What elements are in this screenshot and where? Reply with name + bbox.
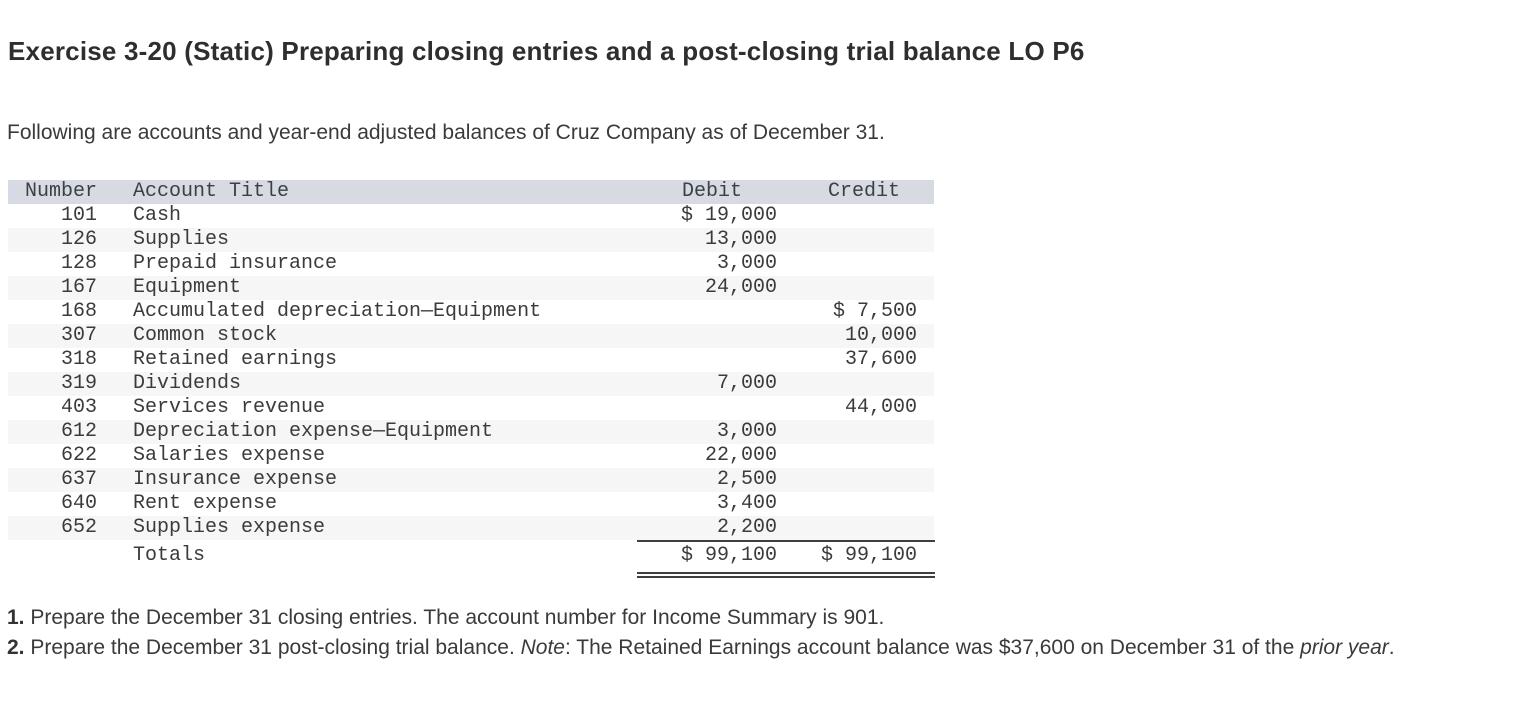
instruction-1-text: Prepare the December 31 closing entries.… xyxy=(24,606,885,629)
account-number-cell: 167 xyxy=(60,276,97,299)
table-header-row: Number Account Title Debit Credit xyxy=(8,180,934,204)
debit-cell: 2,500 xyxy=(716,468,777,491)
account-number-cell: 637 xyxy=(60,468,97,491)
account-number-cell: 101 xyxy=(60,204,97,227)
debit-cell: $ 19,000 xyxy=(680,204,777,227)
credit-cell xyxy=(782,492,934,516)
account-title-cell: Equipment xyxy=(133,276,242,299)
credit-cell xyxy=(782,372,934,396)
col-header-account-title: Account Title xyxy=(133,180,290,203)
instruction-2-text-a: Prepare the December 31 post-closing tri… xyxy=(24,635,521,659)
account-number-cell: 128 xyxy=(60,252,97,275)
credit-cell: 10,000 xyxy=(844,324,917,347)
debit-cell xyxy=(518,396,782,420)
totals-row: Totals $ 99,100 $ 99,100 xyxy=(8,540,934,572)
account-number-cell: 168 xyxy=(60,300,97,323)
credit-cell: 37,600 xyxy=(844,348,917,371)
debit-cell: 3,000 xyxy=(716,420,777,443)
credit-cell xyxy=(782,444,934,468)
intro-text: Following are accounts and year-end adju… xyxy=(7,121,885,144)
table-row: 622 Salaries expense 22,000 xyxy=(8,444,934,468)
table-row: 403 Services revenue 44,000 xyxy=(8,396,934,420)
table-row: 307 Common stock 10,000 xyxy=(8,324,934,348)
table-row: 319 Dividends 7,000 xyxy=(8,372,934,396)
debit-cell xyxy=(518,348,782,372)
instruction-2: 2. Prepare the December 31 post-closing … xyxy=(7,633,1509,663)
instruction-2-note-label: Note xyxy=(520,635,565,659)
account-title-cell: Depreciation expense—Equipment xyxy=(133,420,494,443)
account-number-cell: 319 xyxy=(60,372,97,395)
debit-cell xyxy=(518,300,782,324)
account-title-cell: Accumulated depreciation—Equipment xyxy=(133,300,542,323)
debit-cell xyxy=(518,324,782,348)
totals-double-rule xyxy=(637,572,935,578)
instruction-2-text-b: : The Retained Earnings account balance … xyxy=(564,635,1301,659)
instructions: 1. Prepare the December 31 closing entri… xyxy=(7,603,1509,662)
instruction-2-text-c: . xyxy=(1388,635,1395,659)
credit-cell xyxy=(782,276,934,300)
totals-credit: $ 99,100 xyxy=(820,544,917,567)
account-title-cell: Salaries expense xyxy=(133,444,326,467)
credit-cell: $ 7,500 xyxy=(832,300,917,323)
debit-cell: 24,000 xyxy=(704,276,777,299)
account-number-cell: 403 xyxy=(60,396,97,419)
account-number-cell: 622 xyxy=(60,444,97,467)
account-title-cell: Supplies expense xyxy=(133,516,326,539)
account-title-cell: Retained earnings xyxy=(133,348,338,371)
account-title-cell: Services revenue xyxy=(133,396,326,419)
account-title-cell: Prepaid insurance xyxy=(133,252,338,275)
credit-cell: 44,000 xyxy=(844,396,917,419)
credit-cell xyxy=(782,468,934,492)
col-header-number: Number xyxy=(24,180,97,203)
table-row: 612 Depreciation expense—Equipment 3,000 xyxy=(8,420,934,444)
debit-cell: 2,200 xyxy=(716,516,777,539)
totals-spacer xyxy=(8,540,115,572)
accounts-table: Number Account Title Debit Credit 101 Ca… xyxy=(8,180,935,578)
credit-cell xyxy=(782,204,934,228)
col-header-debit: Debit xyxy=(681,180,742,203)
totals-top-rule xyxy=(637,540,935,542)
account-number-cell: 126 xyxy=(60,228,97,251)
instruction-2-italic-phrase: prior year xyxy=(1300,635,1389,659)
instruction-1-number: 1. xyxy=(7,606,25,629)
credit-cell xyxy=(782,516,934,540)
table-row: 637 Insurance expense 2,500 xyxy=(8,468,934,492)
account-number-cell: 307 xyxy=(60,324,97,347)
debit-cell: 3,000 xyxy=(716,252,777,275)
account-title-cell: Rent expense xyxy=(133,492,278,515)
account-title-cell: Supplies xyxy=(133,228,230,251)
table-row: 126 Supplies 13,000 xyxy=(8,228,934,252)
table-row: 168 Accumulated depreciation—Equipment $… xyxy=(8,300,934,324)
table-row: 101 Cash $ 19,000 xyxy=(8,204,934,228)
debit-cell: 13,000 xyxy=(704,228,777,251)
table-row: 640 Rent expense 3,400 xyxy=(8,492,934,516)
debit-cell: 3,400 xyxy=(716,492,777,515)
account-number-cell: 640 xyxy=(60,492,97,515)
instruction-1: 1. Prepare the December 31 closing entri… xyxy=(7,603,1509,633)
table-row: 167 Equipment 24,000 xyxy=(8,276,934,300)
account-title-cell: Insurance expense xyxy=(133,468,338,491)
account-number-cell: 652 xyxy=(60,516,97,539)
account-title-cell: Common stock xyxy=(133,324,278,347)
credit-cell xyxy=(782,228,934,252)
table-row: 128 Prepaid insurance 3,000 xyxy=(8,252,934,276)
account-number-cell: 318 xyxy=(60,348,97,371)
table-row: 652 Supplies expense 2,200 xyxy=(8,516,934,540)
account-title-cell: Dividends xyxy=(133,372,242,395)
table-row: 318 Retained earnings 37,600 xyxy=(8,348,934,372)
totals-debit: $ 99,100 xyxy=(680,544,777,567)
instruction-2-number: 2. xyxy=(7,635,25,659)
account-number-cell: 612 xyxy=(60,420,97,443)
account-title-cell: Cash xyxy=(133,204,182,227)
totals-label: Totals xyxy=(133,544,206,567)
col-header-credit: Credit xyxy=(827,180,900,203)
debit-cell: 22,000 xyxy=(704,444,777,467)
debit-cell: 7,000 xyxy=(716,372,777,395)
credit-cell xyxy=(782,252,934,276)
page-title: Exercise 3-20 (Static) Preparing closing… xyxy=(8,36,1085,66)
credit-cell xyxy=(782,420,934,444)
